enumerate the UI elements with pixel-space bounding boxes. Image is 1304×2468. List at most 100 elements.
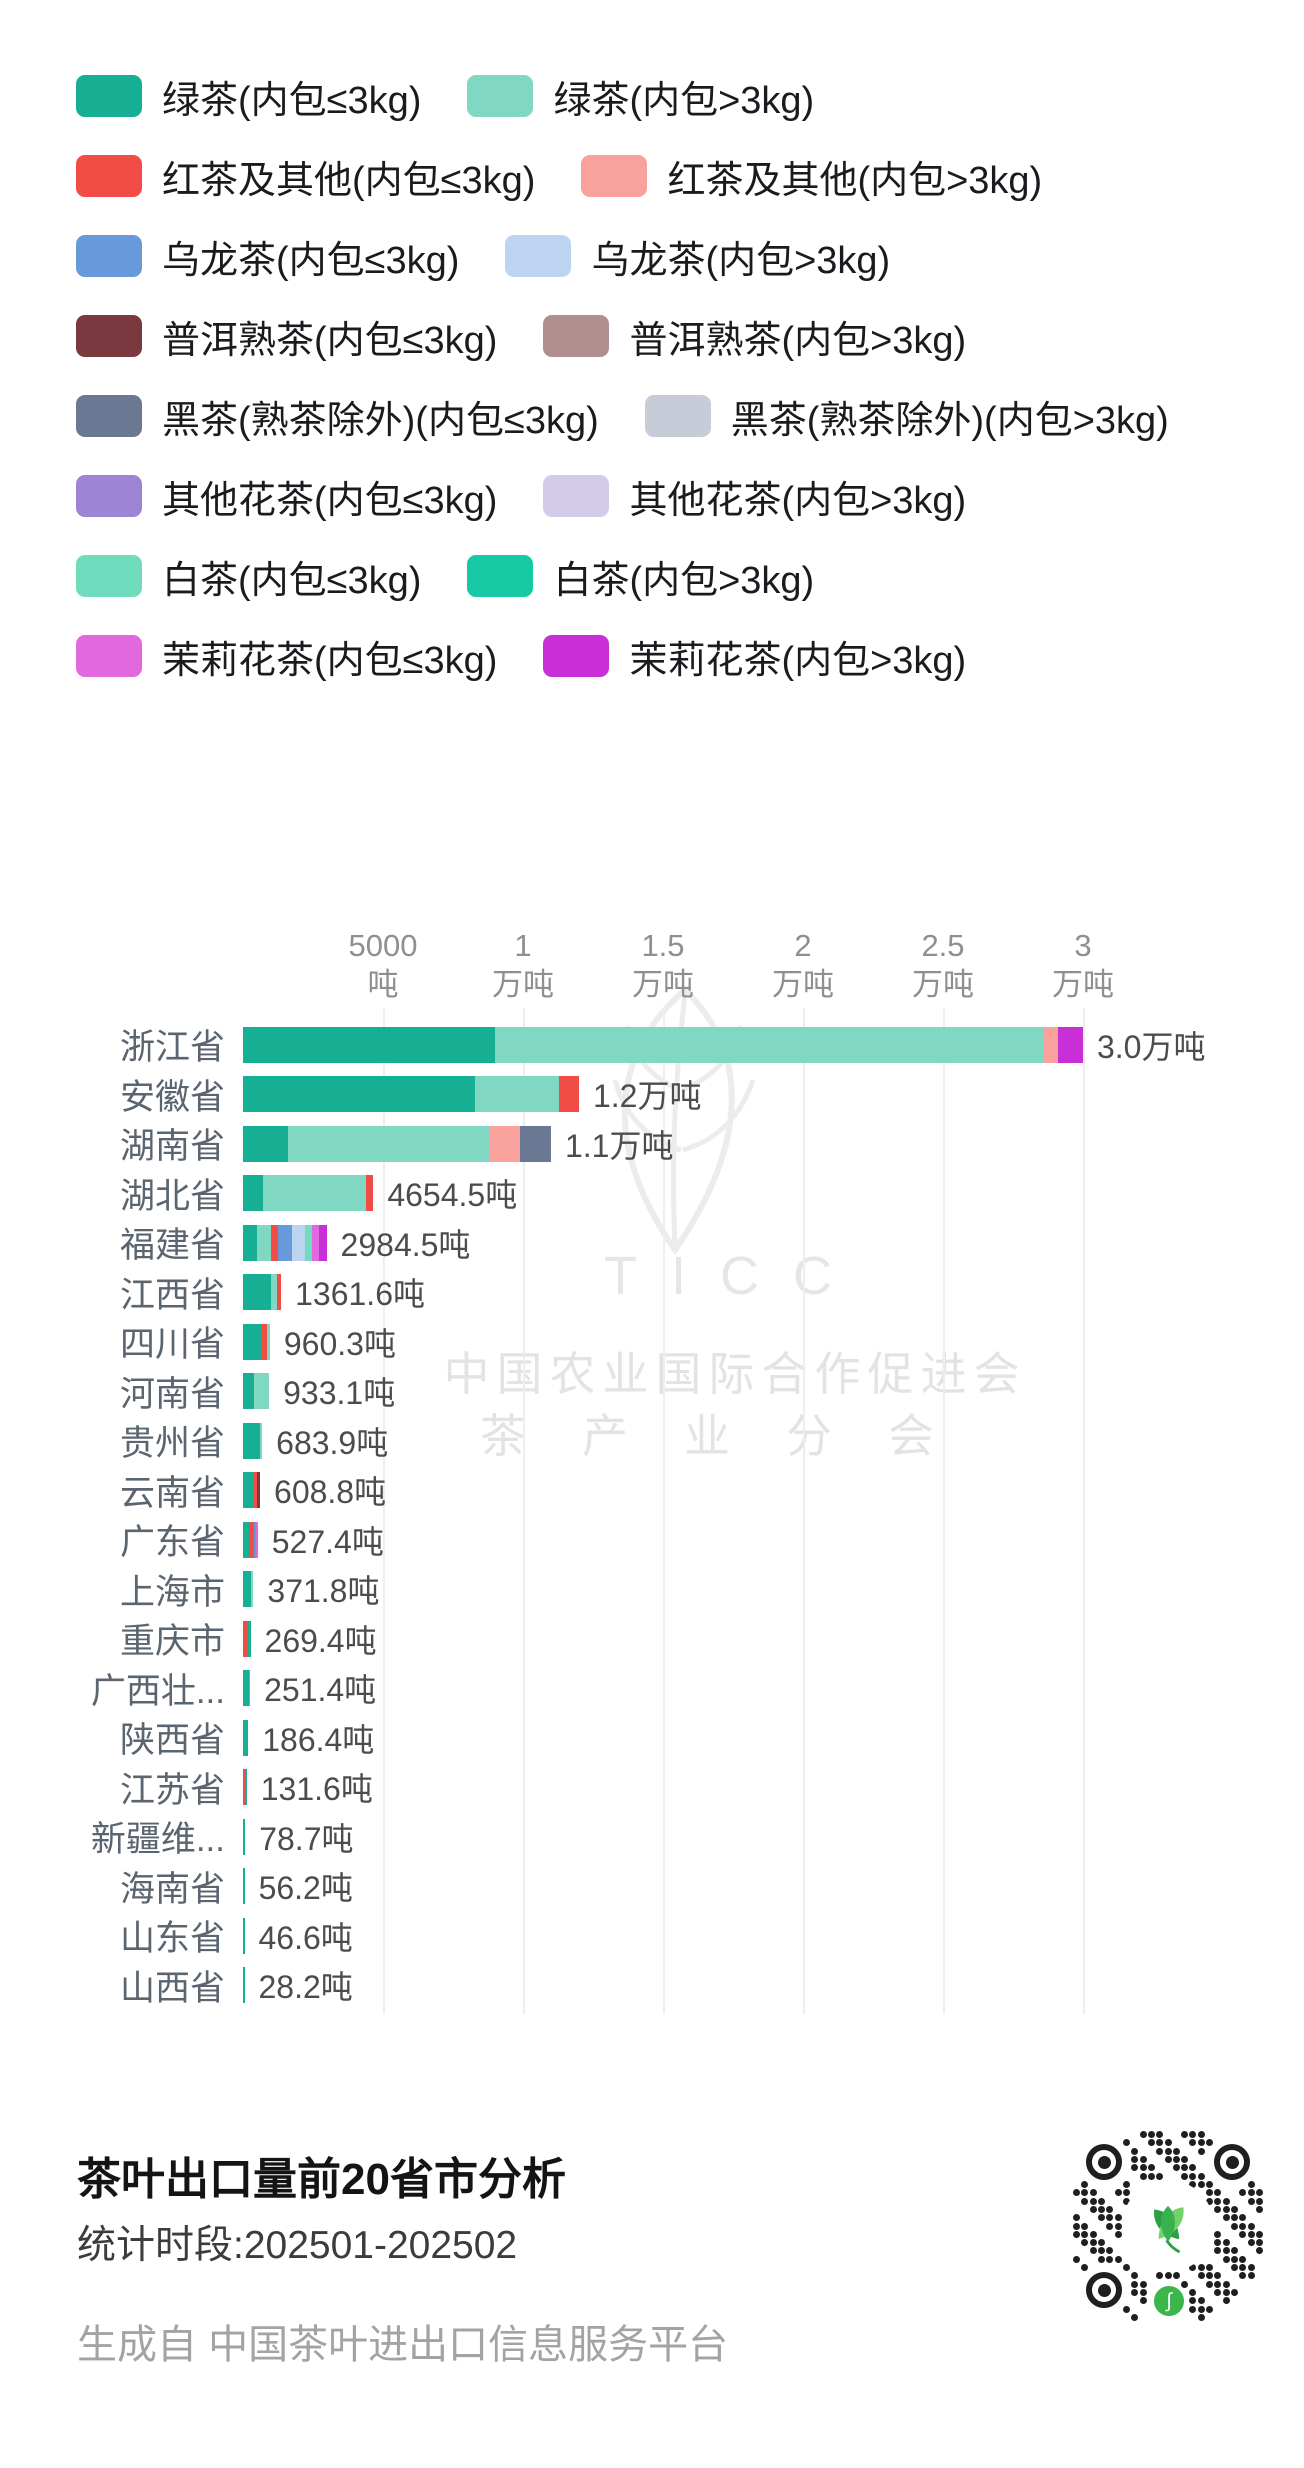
- legend-item-flower_le3[interactable]: 其他花茶(内包≤3kg): [76, 469, 497, 524]
- qr-dot: [1256, 2205, 1264, 2213]
- bar-segment-green_le3[interactable]: [243, 1422, 260, 1459]
- bar-segment-oolong_le3[interactable]: [278, 1224, 292, 1261]
- bar-segment-jasmine_gt3[interactable]: [1057, 1026, 1083, 1063]
- legend-item-puer_gt3[interactable]: 普洱熟茶(内包>3kg): [543, 309, 966, 364]
- bar-segment-green_gt3[interactable]: [271, 1274, 277, 1311]
- bar-segment-green_le3[interactable]: [243, 1571, 252, 1608]
- bar-segment-green_le3[interactable]: [243, 1818, 246, 1855]
- legend-item-red_le3[interactable]: 红茶及其他(内包≤3kg): [76, 149, 535, 204]
- bar-segment-green_gt3[interactable]: [266, 1323, 270, 1360]
- qr-dot: [1122, 2189, 1130, 2197]
- bar-segment-oolong_le3[interactable]: [253, 1521, 256, 1558]
- qr-dot: [1222, 2205, 1230, 2213]
- bar-segment-red_le3[interactable]: [261, 1323, 267, 1360]
- qr-dot: [1247, 2239, 1255, 2247]
- qr-dot: [1222, 2239, 1230, 2247]
- axis-tick-line1: 2: [794, 928, 812, 963]
- bar-segment-red_le3[interactable]: [366, 1175, 374, 1212]
- qr-dot: [1122, 2264, 1130, 2272]
- bar-segment-oolong_gt3[interactable]: [292, 1224, 305, 1261]
- bar-segment-green_gt3[interactable]: [287, 1125, 490, 1162]
- legend-item-green_le3[interactable]: 绿茶(内包≤3kg): [76, 69, 421, 124]
- legend-item-puer_le3[interactable]: 普洱熟茶(内包≤3kg): [76, 309, 497, 364]
- legend-item-dark_le3[interactable]: 黑茶(熟茶除外)(内包≤3kg): [76, 389, 599, 444]
- bar-segment-green_le3[interactable]: [243, 1521, 249, 1558]
- qr-dot: [1114, 2255, 1122, 2263]
- bar-value-label: 186.4吨: [262, 1721, 375, 1758]
- bar-segment-green_gt3[interactable]: [257, 1224, 271, 1261]
- qr-dot: [1214, 2239, 1222, 2247]
- bar-segment-green_gt3[interactable]: [254, 1373, 270, 1410]
- bar-segment-green_le3[interactable]: [243, 1719, 249, 1756]
- row-label: 四川省: [119, 1325, 225, 1365]
- legend-item-white_gt3[interactable]: 白茶(内包>3kg): [467, 549, 814, 604]
- bar-segment-green_le3[interactable]: [245, 1769, 247, 1806]
- bar-segment-green_le3[interactable]: [247, 1620, 251, 1657]
- bar-segment-red_le3[interactable]: [271, 1224, 278, 1261]
- bar-segment-green_le3[interactable]: [243, 1274, 271, 1311]
- bar-segment-green_le3[interactable]: [243, 1868, 245, 1905]
- bar-segment-green_gt3[interactable]: [251, 1571, 254, 1608]
- legend-item-flower_gt3[interactable]: 其他花茶(内包>3kg): [543, 469, 966, 524]
- bar-segment-green_le3[interactable]: [243, 1670, 249, 1707]
- bar-segment-green_le3[interactable]: [243, 1373, 255, 1410]
- bar-segment-jasmine_gt3[interactable]: [318, 1224, 327, 1261]
- bar-value-label: 1.2万吨: [592, 1078, 702, 1115]
- bar-segment-puer_le3[interactable]: [256, 1472, 261, 1509]
- qr-dot: [1122, 2180, 1130, 2188]
- legend-item-oolong_le3[interactable]: 乌龙茶(内包≤3kg): [76, 229, 459, 284]
- bar-segment-red_le3[interactable]: [248, 1521, 254, 1558]
- qr-dot: [1106, 2205, 1114, 2213]
- legend-item-green_gt3[interactable]: 绿茶(内包>3kg): [467, 69, 814, 124]
- bar-segment-red_gt3[interactable]: [489, 1125, 521, 1162]
- bar-segment-green_le3[interactable]: [243, 1175, 263, 1212]
- qr-dot: [1197, 2305, 1205, 2313]
- bar-segment-red_le3[interactable]: [252, 1472, 257, 1509]
- bar-segment-jasmine_le3[interactable]: [255, 1521, 258, 1558]
- qr-dot: [1131, 2314, 1139, 2322]
- bar-segment-green_gt3[interactable]: [475, 1076, 560, 1113]
- bar-segment-green_le3[interactable]: [243, 1224, 257, 1261]
- bar-segment-green_le3[interactable]: [243, 1323, 262, 1360]
- qr-dot: [1089, 2230, 1097, 2238]
- qr-dot: [1156, 2130, 1164, 2138]
- bar-value-label: 960.3吨: [283, 1325, 396, 1362]
- legend-item-white_le3[interactable]: 白茶(内包≤3kg): [76, 549, 421, 604]
- bar-segment-white_le3[interactable]: [304, 1224, 312, 1261]
- report-period: 统计时段:202501-202502: [77, 2224, 518, 2267]
- qr-dot: [1164, 2147, 1172, 2155]
- bar-segment-green_le3[interactable]: [243, 1026, 495, 1063]
- legend-item-jasmine_le3[interactable]: 茉莉花茶(内包≤3kg): [76, 629, 497, 684]
- qr-dot: [1247, 2264, 1255, 2272]
- bar-segment-green_le3[interactable]: [243, 1472, 253, 1509]
- legend-swatch: [76, 395, 142, 437]
- legend-item-dark_gt3[interactable]: 黑茶(熟茶除外)(内包>3kg): [644, 389, 1169, 444]
- qr-dot: [1189, 2180, 1197, 2188]
- export-bar-chart: TICC 中国农业国际合作促进会 茶产业分会 5000 吨 1 万吨 1.5 万吨 2 万吨 2…: [0, 900, 1304, 2050]
- bar-segment-red_le3[interactable]: [559, 1076, 579, 1113]
- legend-label: 乌龙茶(内包≤3kg): [162, 239, 460, 282]
- chart-row-18: 山东省 46.6吨: [0, 1911, 1304, 1961]
- qr-dot: [1106, 2222, 1114, 2230]
- bar-segment-red_le3[interactable]: [276, 1274, 282, 1311]
- bar-segment-green_gt3[interactable]: [259, 1422, 263, 1459]
- legend-item-red_gt3[interactable]: 红茶及其他(内包>3kg): [581, 149, 1042, 204]
- legend-item-jasmine_gt3[interactable]: 茉莉花茶(内包>3kg): [543, 629, 966, 684]
- bar-segment-jasmine_le3[interactable]: [311, 1224, 319, 1261]
- bar-segment-green_le3[interactable]: [243, 1076, 476, 1113]
- bar-segment-jasmine_le3[interactable]: [248, 1670, 251, 1707]
- bar-segment-red_le3[interactable]: [243, 1769, 246, 1806]
- bar-segment-green_gt3[interactable]: [495, 1026, 1044, 1063]
- bar-segment-green_le3[interactable]: [243, 1917, 245, 1954]
- legend-item-oolong_gt3[interactable]: 乌龙茶(内包>3kg): [505, 229, 890, 284]
- bar-segment-red_gt3[interactable]: [1043, 1026, 1058, 1063]
- qr-dot: [1097, 2255, 1105, 2263]
- bar-segment-green_gt3[interactable]: [262, 1175, 367, 1212]
- legend-swatch: [76, 315, 142, 357]
- legend-row: 茉莉花茶(内包≤3kg) 茉莉花茶(内包>3kg): [76, 616, 1274, 696]
- bar-segment-dark_le3[interactable]: [520, 1125, 551, 1162]
- bar-segment-green_le3[interactable]: [243, 1125, 288, 1162]
- row-label: 湖北省: [119, 1176, 225, 1216]
- bar-segment-red_le3[interactable]: [243, 1620, 248, 1657]
- bar-segment-green_le3[interactable]: [243, 1967, 245, 2004]
